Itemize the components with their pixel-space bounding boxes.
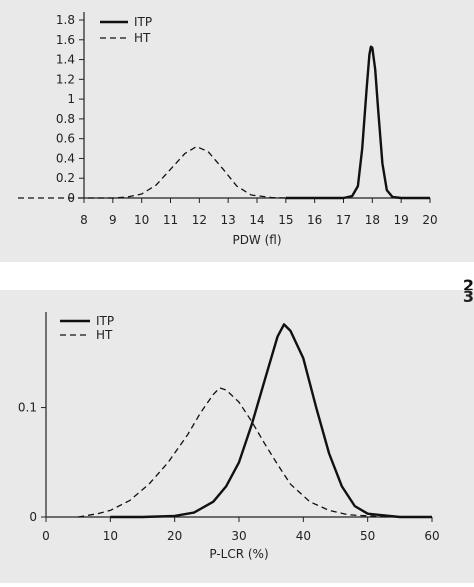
x-axis-label: P-LCR (%): [209, 547, 268, 561]
x-tick-label: 13: [221, 213, 236, 227]
x-axis-label: PDW (fl): [232, 233, 281, 247]
x-tick-label: 12: [192, 213, 207, 227]
y-tick-label: 0.4: [56, 151, 75, 165]
x-tick-label: 11: [163, 213, 178, 227]
x-tick-label: 50: [360, 529, 375, 543]
y-tick-label: 1.6: [56, 33, 75, 47]
x-tick-label: 20: [167, 529, 182, 543]
y-tick-label: 0.2: [56, 171, 75, 185]
x-tick-label: 10: [103, 529, 118, 543]
x-tick-label: 9: [109, 213, 117, 227]
series-itp-line: [110, 323, 432, 519]
pdw-chart: 8 9 10 11 12 13 14 15 16 17 18 19 2000.20.40.60.811.…: [18, 12, 438, 247]
y-tick-label: 1: [67, 92, 75, 106]
y-tick-label: 0.6: [56, 132, 75, 146]
x-tick-label: 60: [424, 529, 439, 543]
y-tick-label: 1.2: [56, 72, 75, 86]
panel-number-3: 3: [463, 290, 474, 306]
x-tick-label: 0: [42, 529, 50, 543]
x-tick-label: 20: [422, 213, 437, 227]
legend-label-ht: HT: [134, 31, 151, 45]
y-tick-label: 1.4: [56, 53, 75, 67]
panel-pdw: 8 9 10 11 12 13 14 15 16 17 18 19 20 0 0.2 0.4 0.6 0.8 1 1.…: [0, 0, 474, 262]
x-tick-label: 40: [296, 529, 311, 543]
legend-label-ht: HT: [96, 328, 113, 342]
x-tick-label: 8: [80, 213, 88, 227]
series-ht-line: [18, 145, 286, 199]
legend-label-itp: ITP: [134, 15, 152, 29]
x-tick-label: 14: [249, 213, 264, 227]
x-tick-label: 16: [307, 213, 322, 227]
series-ht-line: [78, 387, 388, 518]
x-tick-label: 30: [231, 529, 246, 543]
x-tick-label: 10: [134, 213, 149, 227]
x-tick-label: 17: [336, 213, 351, 227]
y-tick-label: 0.1: [18, 401, 37, 415]
panel-number-2: 2: [462, 276, 474, 295]
y-tick-label: 0: [29, 510, 37, 524]
y-tick-label: 0.8: [56, 112, 75, 126]
y-tick-label: 1.8: [56, 13, 75, 27]
x-tick-label: 15: [278, 213, 293, 227]
series-itp-line: [285, 45, 430, 200]
x-tick-label: 19: [394, 213, 409, 227]
x-tick-label: 18: [365, 213, 380, 227]
panel-plcr: 0 10 20 30 40 50 60 0 0.1 P-LCR (%) ITP HT 3: [0, 287, 474, 583]
legend-label-itp: ITP: [96, 314, 114, 328]
